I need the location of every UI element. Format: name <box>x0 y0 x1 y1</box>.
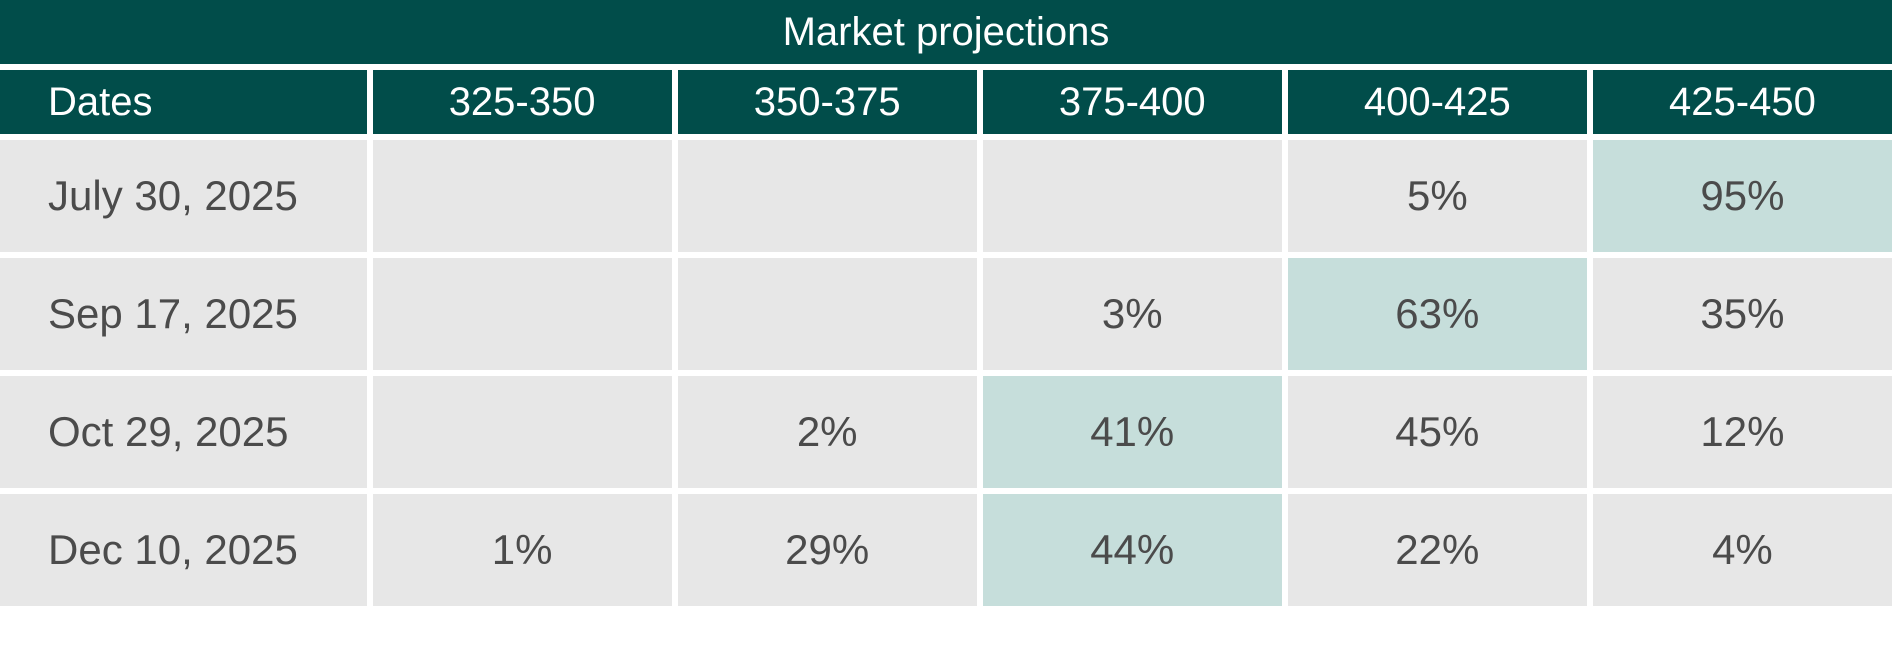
table-row: Sep 17, 2025 3% 63% 35% <box>0 258 1892 370</box>
row-date-label: Sep 17, 2025 <box>0 258 367 370</box>
probability-cell: 4% <box>1592 494 1892 606</box>
row-date-label: Oct 29, 2025 <box>0 376 367 488</box>
projections-table: Dates 325-350 350-375 375-400 400-425 42… <box>0 64 1892 612</box>
probability-cell <box>677 140 977 252</box>
row-date-label: Dec 10, 2025 <box>0 494 367 606</box>
probability-cell: 22% <box>1287 494 1587 606</box>
probability-cell: 12% <box>1592 376 1892 488</box>
probability-cell: 3% <box>982 258 1282 370</box>
probability-cell <box>677 258 977 370</box>
probability-cell: 45% <box>1287 376 1587 488</box>
column-header-375-400: 375-400 <box>982 70 1282 134</box>
probability-cell: 44% <box>982 494 1282 606</box>
column-header-325-350: 325-350 <box>372 70 672 134</box>
table-row: Dec 10, 2025 1% 29% 44% 22% 4% <box>0 494 1892 606</box>
header-row: Dates 325-350 350-375 375-400 400-425 42… <box>0 70 1892 134</box>
probability-cell: 63% <box>1287 258 1587 370</box>
column-header-425-450: 425-450 <box>1592 70 1892 134</box>
probability-cell <box>372 258 672 370</box>
probability-cell: 29% <box>677 494 977 606</box>
probability-cell <box>372 376 672 488</box>
probability-cell: 35% <box>1592 258 1892 370</box>
table-row: Oct 29, 2025 2% 41% 45% 12% <box>0 376 1892 488</box>
column-header-dates: Dates <box>0 70 367 134</box>
probability-cell: 95% <box>1592 140 1892 252</box>
table-row: July 30, 2025 5% 95% <box>0 140 1892 252</box>
row-date-label: July 30, 2025 <box>0 140 367 252</box>
table-title: Market projections <box>0 0 1892 64</box>
column-header-350-375: 350-375 <box>677 70 977 134</box>
table-body: July 30, 2025 5% 95% Sep 17, 2025 3% 63% 35% Oc… <box>0 140 1892 606</box>
column-header-400-425: 400-425 <box>1287 70 1587 134</box>
probability-cell: 5% <box>1287 140 1587 252</box>
probability-cell: 2% <box>677 376 977 488</box>
probability-cell <box>982 140 1282 252</box>
probability-cell <box>372 140 672 252</box>
probability-cell: 1% <box>372 494 672 606</box>
probability-cell: 41% <box>982 376 1282 488</box>
